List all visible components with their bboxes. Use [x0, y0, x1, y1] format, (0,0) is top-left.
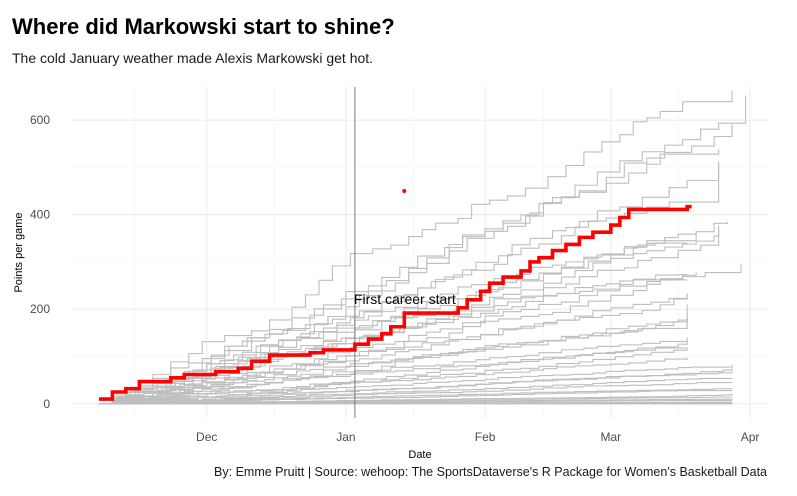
y-axis-title: Points per game — [13, 212, 25, 292]
other-player-line — [98, 371, 733, 405]
other-player-line — [98, 347, 688, 405]
other-player-line — [98, 90, 733, 405]
x-tick-label: Apr — [741, 430, 760, 444]
other-player-line — [98, 347, 688, 405]
x-tick-label: Feb — [475, 430, 496, 444]
other-player-line — [98, 274, 688, 405]
annotation-label: First career start — [354, 291, 456, 307]
other-player-line — [98, 124, 733, 405]
y-tick-label: 0 — [43, 397, 50, 411]
other-player-line — [98, 149, 720, 405]
other-player-line — [98, 295, 688, 405]
other-player-line — [98, 390, 733, 405]
x-axis-title: Date — [408, 449, 431, 461]
y-tick-label: 400 — [30, 208, 50, 222]
other-player-line — [98, 393, 733, 405]
highlight-point — [402, 189, 407, 194]
other-players-lines — [98, 90, 747, 405]
highlight-line — [98, 204, 692, 401]
other-player-line — [98, 340, 688, 405]
other-player-line — [98, 221, 729, 405]
y-tick-label: 200 — [30, 302, 50, 316]
chart-title: Where did Markowski start to shine? — [12, 14, 395, 39]
chart-overlay: First career start — [354, 87, 456, 418]
other-player-line — [98, 318, 688, 405]
chart-caption: By: Emme Pruitt | Source: wehoop: The Sp… — [214, 465, 767, 479]
x-tick-label: Jan — [336, 430, 355, 444]
chart-subtitle: The cold January weather made Alexis Mar… — [12, 50, 374, 66]
highlight-line-group — [98, 204, 692, 401]
tick-labels: 0 200 400 600 Dec Jan Feb Mar Apr — [30, 113, 759, 444]
other-player-line — [98, 226, 720, 405]
x-tick-label: Dec — [196, 430, 217, 444]
x-tick-label: Mar — [601, 430, 622, 444]
other-player-line — [98, 365, 733, 405]
other-player-line — [98, 234, 697, 405]
y-tick-label: 600 — [30, 113, 50, 127]
